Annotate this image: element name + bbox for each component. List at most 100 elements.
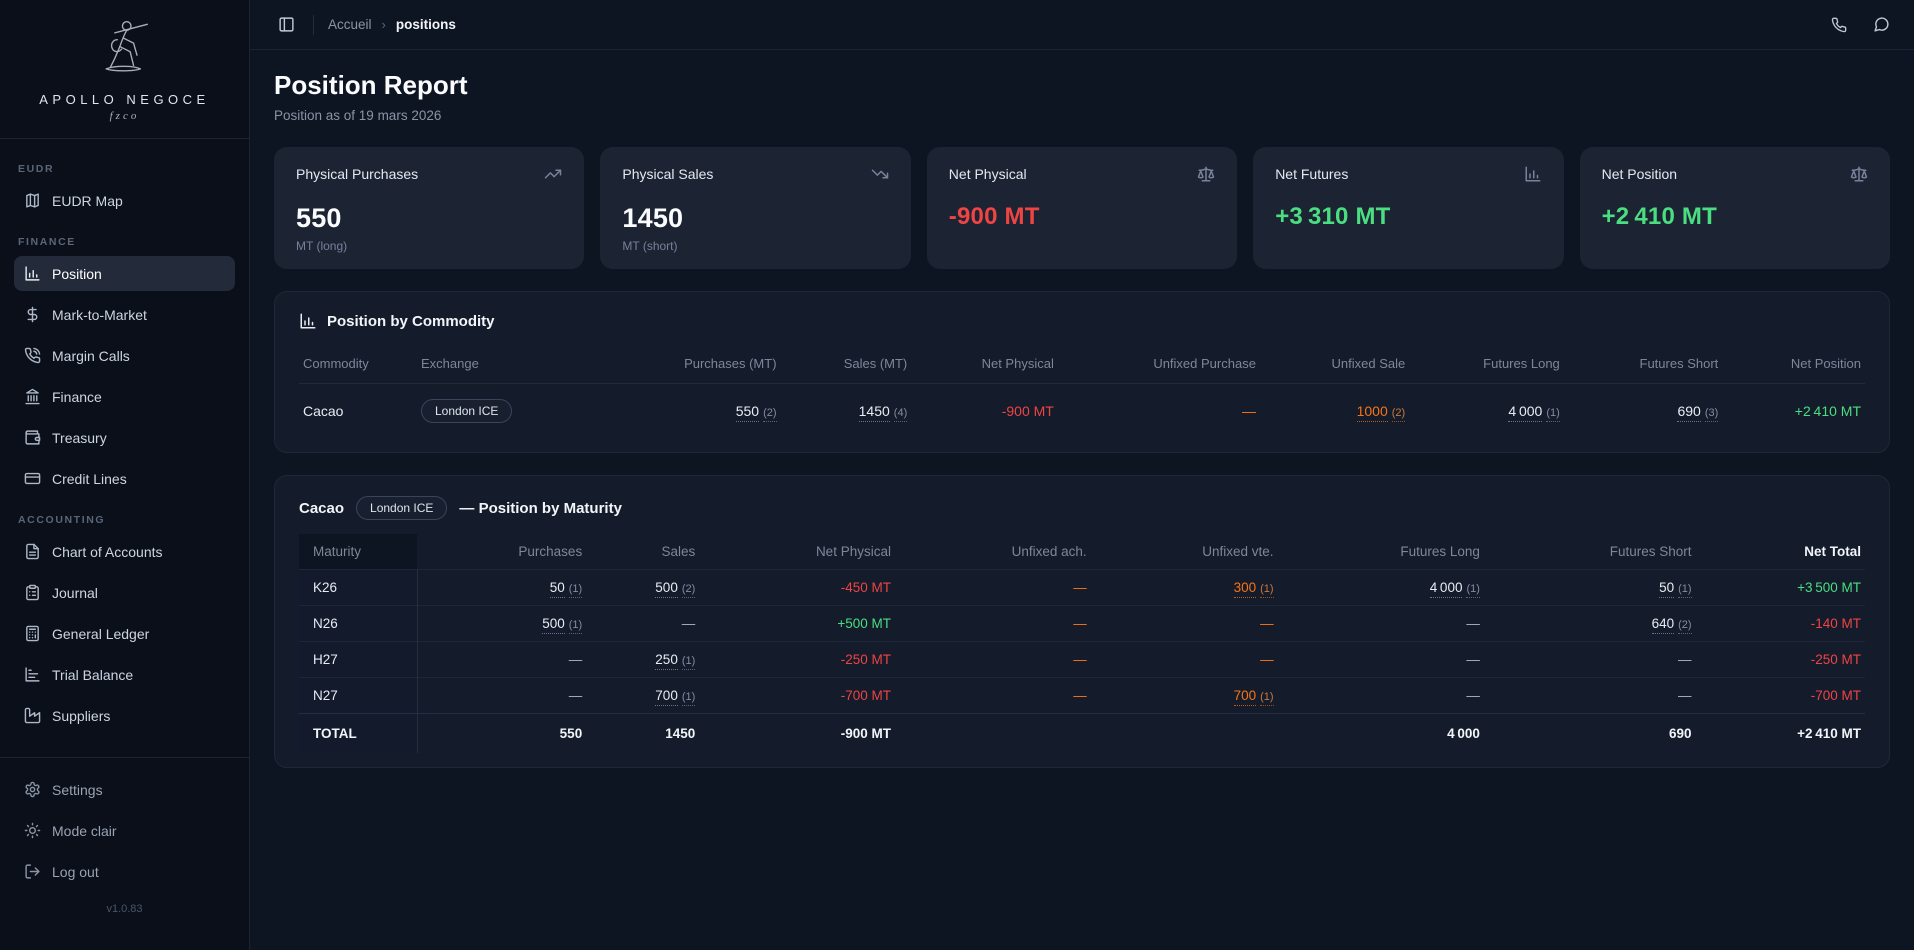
sidebar-item-general-ledger[interactable]: General Ledger <box>14 616 235 651</box>
deal-count[interactable]: (1) <box>681 655 696 670</box>
bar-chart-icon <box>24 265 41 282</box>
sales-value[interactable]: 500 <box>655 580 678 598</box>
total-sales: 1450 <box>586 713 700 753</box>
column-header: Sales (MT) <box>780 344 912 384</box>
deal-count[interactable]: (1) <box>681 691 696 706</box>
brand-logo: APOLLO NEGOCE fzco <box>0 0 249 139</box>
column-header: Futures Long <box>1409 344 1564 384</box>
table-row: H27 — 250 (1) -250 MT — — — — -250 MT <box>299 641 1865 678</box>
chat-bubble-icon[interactable] <box>1873 16 1890 33</box>
sidebar-item-label: Mode clair <box>52 822 117 839</box>
sales-cell: — <box>681 616 696 631</box>
deal-count[interactable]: (2) <box>763 407 777 422</box>
maturity-cell: N27 <box>299 677 418 714</box>
purchases-value[interactable]: 550 <box>735 403 760 422</box>
sidebar-item-suppliers[interactable]: Suppliers <box>14 698 235 733</box>
purchases-value[interactable]: 500 <box>542 616 565 634</box>
breadcrumb: Accueil › positions <box>328 17 456 32</box>
phone-call-icon <box>24 347 41 364</box>
sidebar-item-position[interactable]: Position <box>14 256 235 291</box>
deal-count[interactable]: (1) <box>1260 691 1274 706</box>
deal-count[interactable]: (2) <box>681 583 696 598</box>
card-label: Net Physical <box>948 166 1027 182</box>
maturity-cell: N26 <box>299 605 418 642</box>
unfixed-sale-value[interactable]: 1000 <box>1356 403 1388 422</box>
logout-button[interactable]: Log out <box>14 854 235 889</box>
column-header: Net Total <box>1804 544 1861 559</box>
sidebar-item-label: General Ledger <box>52 625 150 642</box>
deal-count[interactable]: (1) <box>1678 583 1692 598</box>
unfixed-ach-cell: — <box>1073 688 1087 703</box>
sidebar-item-label: Suppliers <box>52 707 111 724</box>
maturity-table: Maturity Purchases Sales Net Physical Un… <box>299 534 1865 753</box>
purchases-cell: — <box>568 652 583 667</box>
map-icon <box>24 192 41 209</box>
breadcrumb-separator-icon: › <box>381 17 386 32</box>
brand-name: APOLLO NEGOCE <box>39 92 210 107</box>
futures-long-value[interactable]: 4 000 <box>1429 580 1463 598</box>
sales-value[interactable]: 1450 <box>858 403 890 422</box>
deal-count[interactable]: (1) <box>1546 407 1560 422</box>
card-unit: MT (long) <box>296 239 348 253</box>
topbar-actions <box>1831 16 1890 33</box>
bar-chart-icon <box>299 312 317 330</box>
sidebar-item-label: Chart of Accounts <box>52 543 163 560</box>
deal-count[interactable]: (1) <box>568 619 583 634</box>
deal-count[interactable]: (1) <box>1260 583 1274 598</box>
position-by-commodity-section: Position by Commodity Commodity Exchange… <box>274 291 1890 453</box>
futures-long-value[interactable]: 4 000 <box>1508 403 1543 422</box>
card-label: Net Futures <box>1275 166 1349 182</box>
sidebar-toggle-button[interactable] <box>274 12 299 37</box>
sidebar-item-label: Finance <box>52 388 102 405</box>
position-by-maturity-section: Cacao London ICE — Position by Maturity … <box>274 475 1890 768</box>
sidebar-item-chart-of-accounts[interactable]: Chart of Accounts <box>14 534 235 569</box>
card-label: Physical Purchases <box>296 166 419 182</box>
sidebar-nav: EUDR EUDR Map FINANCE Position Mark-to-M… <box>0 139 249 757</box>
sidebar-item-eudr-map[interactable]: EUDR Map <box>14 183 235 218</box>
futures-short-value[interactable]: 640 <box>1651 616 1675 634</box>
bar-chart-icon <box>1524 165 1542 183</box>
light-mode-toggle[interactable]: Mode clair <box>14 813 235 848</box>
futures-long-cell: — <box>1466 616 1480 631</box>
column-header: Unfixed ach. <box>1011 544 1087 559</box>
sidebar-item-treasury[interactable]: Treasury <box>14 420 235 455</box>
card-physical-purchases: Physical Purchases 550 MT (long) <box>274 147 585 269</box>
purchases-value[interactable]: 50 <box>549 580 565 598</box>
sidebar-item-mark-to-market[interactable]: Mark-to-Market <box>14 297 235 332</box>
deal-count[interactable]: (3) <box>1704 407 1719 422</box>
deal-count[interactable]: (1) <box>1466 583 1480 598</box>
main-area: Accueil › positions Position Report Posi… <box>250 0 1914 950</box>
calculator-icon <box>24 625 41 642</box>
sidebar-item-label: Mark-to-Market <box>52 306 147 323</box>
futures-short-value[interactable]: 690 <box>1677 403 1701 422</box>
phone-icon[interactable] <box>1831 17 1847 33</box>
wallet-icon <box>24 429 41 446</box>
sidebar-item-label: Settings <box>52 781 103 798</box>
sidebar-item-credit-lines[interactable]: Credit Lines <box>14 461 235 496</box>
sidebar-item-margin-calls[interactable]: Margin Calls <box>14 338 235 373</box>
unfixed-vte-value[interactable]: 300 <box>1233 580 1257 598</box>
settings-button[interactable]: Settings <box>14 772 235 807</box>
column-header: Maturity <box>299 534 417 570</box>
total-unfixed-vte <box>1090 713 1278 753</box>
deal-count[interactable]: (2) <box>1678 619 1692 634</box>
sidebar-item-finance[interactable]: Finance <box>14 379 235 414</box>
sidebar-item-label: Trial Balance <box>52 666 134 683</box>
sales-value[interactable]: 700 <box>655 688 678 706</box>
deal-count[interactable]: (4) <box>893 407 908 422</box>
scale-icon <box>1850 165 1868 183</box>
landmark-icon <box>24 388 41 405</box>
deal-count[interactable]: (1) <box>568 583 583 598</box>
sales-value[interactable]: 250 <box>655 652 678 670</box>
sidebar-item-journal[interactable]: Journal <box>14 575 235 610</box>
file-text-icon <box>24 543 41 560</box>
sidebar-item-trial-balance[interactable]: Trial Balance <box>14 657 235 692</box>
column-header: Net Physical <box>815 544 891 559</box>
futures-long-cell: — <box>1466 652 1480 667</box>
deal-count[interactable]: (2) <box>1391 407 1406 422</box>
futures-short-value[interactable]: 50 <box>1659 580 1675 598</box>
unfixed-vte-value[interactable]: 700 <box>1233 688 1257 706</box>
table-row: N26 500 (1) — +500 MT — — — 640 (2) -140 M… <box>299 605 1865 642</box>
maturity-cell: H27 <box>299 641 418 678</box>
breadcrumb-home[interactable]: Accueil <box>328 17 372 32</box>
